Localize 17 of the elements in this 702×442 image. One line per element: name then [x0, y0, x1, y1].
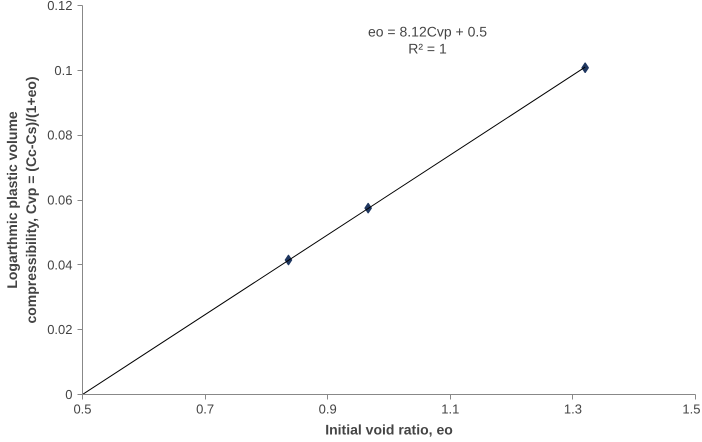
y-tick-label: 0.02	[47, 322, 73, 338]
x-tick-label: 0.7	[196, 402, 214, 416]
y-axis-title: Logarthmic plastic volume compressibility, Cvp = (Cc-Cs)/(1+eo)	[4, 76, 40, 324]
x-tick-label: 0.5	[73, 402, 92, 416]
y-tick-label: 0.04	[47, 257, 73, 272]
x-tick-label: 1.3	[564, 402, 582, 416]
x-axis-title: Initial void ratio, eo	[325, 422, 453, 438]
x-tick-label: 0.9	[318, 402, 337, 416]
annotation: R² = 1	[408, 40, 447, 56]
y-tick-label: 0.06	[47, 192, 73, 208]
annotation: eo = 8.12Cvp + 0.5	[368, 24, 488, 40]
y-tick-label: 0	[65, 387, 73, 402]
y-tick-label: 0.08	[47, 128, 73, 143]
y-tick-label: 0.1	[54, 62, 73, 78]
x-tick-label: 1.1	[441, 402, 460, 416]
x-tick-label: 1.5	[682, 402, 701, 416]
y-tick-label: 0.12	[47, 0, 73, 13]
